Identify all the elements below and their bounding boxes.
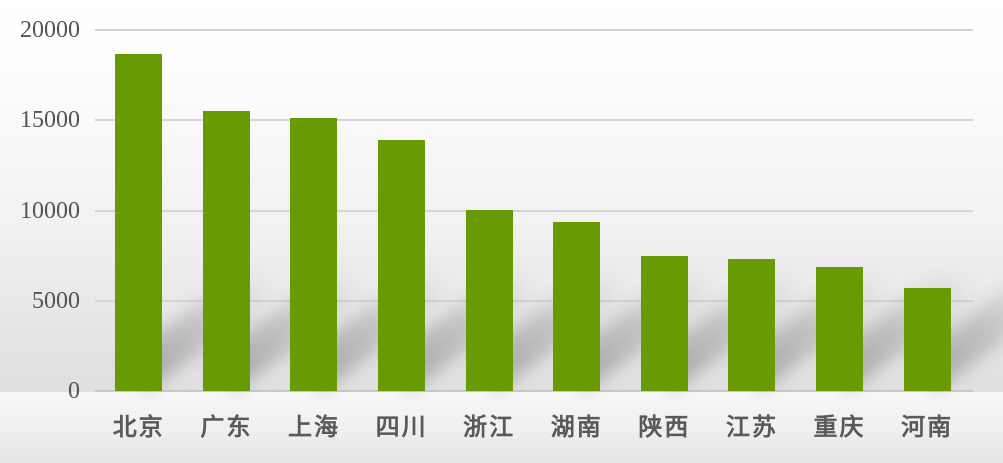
- y-axis-tick-label: 15000: [20, 107, 80, 134]
- x-axis-category-label: 上海: [287, 414, 340, 441]
- bar-slot: 上海: [270, 30, 456, 441]
- bar-slot: 河南: [883, 30, 1003, 441]
- bars-area: 北京 广东 上海 四川 浙江 湖南 陕西 江苏 重庆 河南: [95, 30, 1003, 441]
- bar-广东: [202, 111, 250, 391]
- bar-北京: [115, 53, 163, 391]
- y-axis-tick-label: 0: [68, 378, 80, 404]
- x-axis-category-label: 北京: [112, 414, 165, 441]
- axis-footer-background: [0, 392, 1003, 463]
- gridline: [95, 209, 973, 212]
- bar-浙江: [465, 209, 513, 391]
- bar-slot: 浙江: [445, 30, 631, 441]
- bar-slot: 江苏: [708, 30, 894, 441]
- bar-河南: [903, 288, 951, 391]
- y-axis-tick-label: 10000: [20, 197, 80, 224]
- bar-重庆: [816, 266, 864, 391]
- bar-slot: 湖南: [533, 30, 719, 441]
- gridline: [95, 119, 973, 122]
- bar-陕西: [640, 255, 688, 391]
- bar-slot: 北京: [95, 30, 281, 441]
- x-axis-category-label: 广东: [200, 414, 253, 441]
- bar-slot: 四川: [358, 30, 544, 441]
- x-axis-category-label: 河南: [901, 414, 954, 441]
- x-axis-category-label: 重庆: [813, 414, 866, 441]
- bar-四川: [378, 140, 426, 391]
- x-axis-category-label: 浙江: [463, 414, 516, 441]
- bar-slot: 重庆: [796, 30, 982, 441]
- gridline: [95, 299, 973, 302]
- gridline: [95, 29, 973, 31]
- bar-slot: 陕西: [621, 30, 807, 441]
- x-axis-category-label: 湖南: [550, 414, 603, 441]
- bar-湖南: [553, 222, 601, 391]
- x-axis-category-label: 江苏: [725, 414, 778, 441]
- bar-slot: 广东: [183, 30, 369, 441]
- bar-上海: [290, 118, 338, 391]
- y-axis-tick-label: 5000: [32, 287, 80, 314]
- x-axis-category-label: 陕西: [638, 414, 691, 441]
- y-axis-tick-label: 20000: [20, 17, 80, 43]
- x-axis-line: [95, 390, 973, 392]
- x-axis-category-label: 四川: [375, 414, 428, 441]
- bar-江苏: [728, 259, 776, 391]
